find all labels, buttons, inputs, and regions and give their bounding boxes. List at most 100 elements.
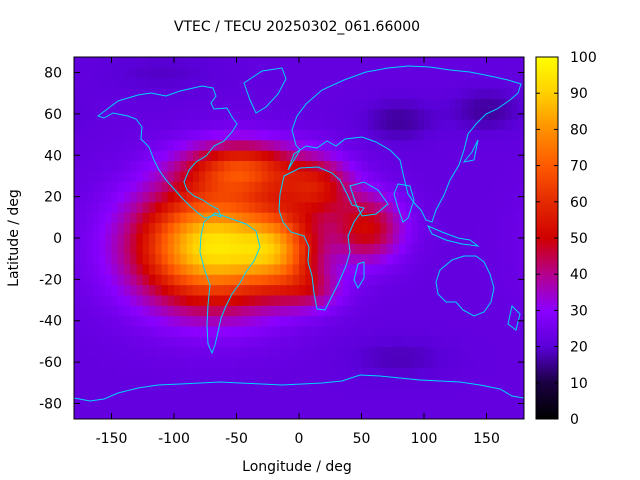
heatmap-cell	[492, 305, 500, 317]
heatmap-cell	[199, 325, 206, 337]
heatmap-cell	[499, 150, 506, 162]
heatmap-cell	[349, 367, 356, 379]
heatmap-cell	[486, 367, 494, 379]
heatmap-cell	[342, 305, 350, 317]
heatmap-cell	[492, 139, 500, 151]
heatmap-cell	[399, 57, 406, 68]
heatmap-cell	[367, 129, 375, 141]
heatmap-cell	[449, 181, 456, 193]
heatmap-cell	[161, 119, 169, 130]
heatmap-cell	[467, 139, 475, 151]
heatmap-cell	[505, 336, 513, 348]
heatmap-cell	[99, 139, 106, 151]
heatmap-cell	[217, 129, 225, 141]
heatmap-cell	[236, 367, 244, 379]
heatmap-cell	[192, 212, 200, 224]
heatmap-cell	[117, 325, 125, 337]
heatmap-cell	[467, 325, 475, 337]
heatmap-cell	[486, 284, 494, 296]
heatmap-cell	[174, 160, 181, 172]
heatmap-cell	[474, 160, 481, 172]
heatmap-cell	[374, 387, 381, 399]
heatmap-cell	[192, 387, 200, 399]
heatmap-cell	[392, 232, 400, 244]
heatmap-cell	[124, 119, 131, 130]
heatmap-cell	[442, 408, 450, 419]
heatmap-cell	[299, 274, 306, 286]
heatmap-cell	[117, 336, 125, 348]
heatmap-cell	[517, 263, 524, 275]
heatmap-cell	[336, 57, 344, 68]
heatmap-cell	[230, 160, 238, 172]
heatmap-cell	[336, 232, 344, 244]
heatmap-cell	[305, 284, 313, 296]
heatmap-cell	[117, 263, 125, 275]
heatmap-cell	[349, 253, 356, 265]
heatmap-cell	[330, 67, 338, 79]
heatmap-cell	[436, 201, 444, 213]
heatmap-cell	[155, 98, 163, 110]
heatmap-cell	[117, 294, 125, 306]
heatmap-cell	[111, 67, 119, 79]
heatmap-cell	[249, 77, 256, 89]
heatmap-cell	[99, 274, 106, 286]
heatmap-cell	[111, 77, 119, 89]
heatmap-cell	[149, 67, 156, 79]
heatmap-cell	[405, 201, 413, 213]
heatmap-cell	[405, 387, 413, 399]
heatmap-cell	[280, 108, 288, 120]
heatmap-cell	[249, 98, 256, 110]
heatmap-cell	[411, 315, 419, 327]
heatmap-cell	[492, 346, 500, 358]
heatmap-cell	[192, 232, 200, 244]
heatmap-cell	[474, 201, 481, 213]
heatmap-cell	[392, 98, 400, 110]
heatmap-cell	[155, 336, 163, 348]
heatmap-cell	[305, 325, 313, 337]
heatmap-cell	[274, 191, 281, 203]
heatmap-cell	[161, 88, 169, 99]
heatmap-cell	[336, 77, 344, 89]
heatmap-cell	[311, 408, 319, 419]
heatmap-cell	[336, 119, 344, 130]
heatmap-cell	[411, 356, 419, 368]
heatmap-cell	[292, 305, 300, 317]
heatmap-cell	[130, 367, 138, 379]
heatmap-cell	[405, 305, 413, 317]
heatmap-cell	[230, 408, 238, 419]
heatmap-cell	[274, 232, 281, 244]
heatmap-cell	[505, 232, 513, 244]
heatmap-cell	[105, 150, 113, 162]
heatmap-cell	[442, 212, 450, 224]
heatmap-cell	[361, 315, 369, 327]
heatmap-cell	[392, 170, 400, 182]
heatmap-cell	[280, 119, 288, 130]
heatmap-cell	[474, 336, 481, 348]
heatmap-cell	[249, 315, 256, 327]
heatmap-cell	[92, 67, 100, 79]
heatmap-cell	[355, 346, 363, 358]
heatmap-cell	[436, 387, 444, 399]
heatmap-cell	[405, 98, 413, 110]
heatmap-cell	[367, 222, 375, 234]
heatmap-cell	[361, 232, 369, 244]
heatmap-cell	[486, 294, 494, 306]
heatmap-cell	[461, 243, 469, 255]
heatmap-cell	[374, 88, 381, 99]
heatmap-cell	[330, 408, 338, 419]
heatmap-cell	[205, 232, 213, 244]
heatmap-cell	[280, 201, 288, 213]
heatmap-cell	[186, 253, 194, 265]
heatmap-cell	[192, 108, 200, 120]
heatmap-cell	[211, 212, 219, 224]
heatmap-cell	[505, 201, 513, 213]
heatmap-cell	[474, 325, 481, 337]
heatmap-cell	[361, 57, 369, 68]
heatmap-cell	[511, 274, 519, 286]
heatmap-cell	[499, 77, 506, 89]
heatmap-cell	[111, 253, 119, 265]
heatmap-cell	[136, 243, 144, 255]
heatmap-cell	[167, 181, 175, 193]
heatmap-cell	[386, 263, 394, 275]
heatmap-cell	[455, 294, 463, 306]
